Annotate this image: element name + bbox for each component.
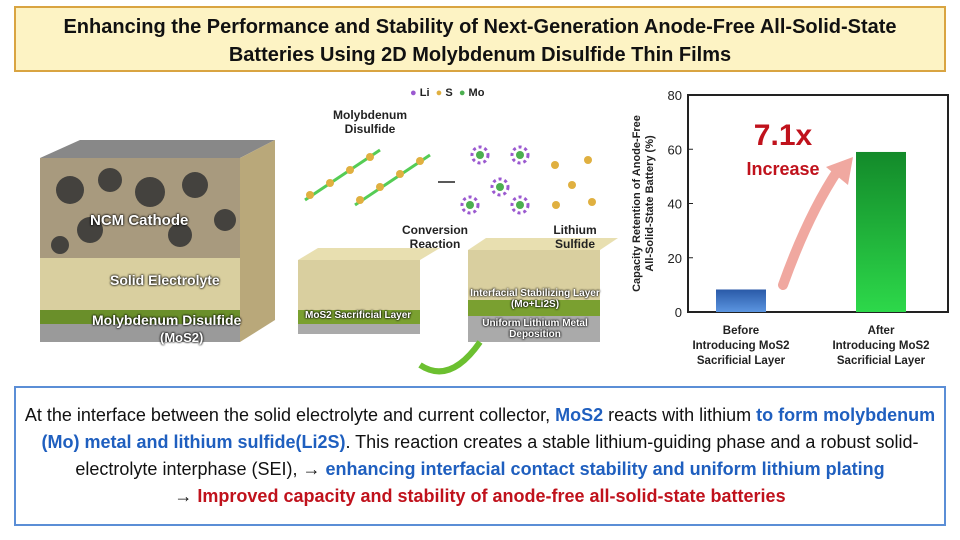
desc-text: . This reaction creates a stable lithium… xyxy=(75,432,919,479)
x-tick-label: After Introducing MoS2 Sacrificial Layer xyxy=(832,325,929,367)
increase-arrowhead xyxy=(826,157,853,185)
y-tick-label: 60 xyxy=(668,142,682,157)
sacrificial-label: MoS2 Sacrificial Layer xyxy=(305,310,412,321)
mos2-label: Molybdenum Disulfide xyxy=(333,108,407,136)
mos2-formula: (MoS2) xyxy=(160,330,204,345)
y-tick-label: 20 xyxy=(668,251,682,266)
desc-arrow: → xyxy=(174,486,198,506)
title-line-2: Batteries Using 2D Molybdenum Disulfide … xyxy=(228,44,732,66)
page-title: Enhancing the Performance and Stability … xyxy=(14,6,946,72)
li2s-label: Lithium Sulfide xyxy=(553,223,597,251)
desc-highlight-2: enhancing interfacial contact stability … xyxy=(325,459,885,479)
y-tick-label: 0 xyxy=(675,305,682,320)
illustration: ● Li ● S ● Mo Molybdenum Disulfide Conve… xyxy=(0,80,620,380)
cell-side xyxy=(240,140,275,342)
stabilizing-label: Interfacial Stabilizing Layer (Mo+Li2S) xyxy=(470,288,600,310)
mos2-cell-label: Molybdenum Disulfide xyxy=(92,312,242,328)
bar-chart: 0 20 40 60 80 Capacity Retention of Anode-Fre… xyxy=(620,85,960,380)
title-line-1: Enhancing the Performance and Stability … xyxy=(63,16,897,38)
atom-legend: ● Li ● S ● Mo xyxy=(410,87,485,99)
collector-layer xyxy=(40,324,240,342)
increase-arrow xyxy=(778,165,843,290)
transition-arrow xyxy=(418,340,483,375)
battery-illustration xyxy=(40,140,618,375)
y-axis-label: Capacity Retention of Anode-FreeAll-Soli… xyxy=(631,115,656,292)
mos2-layer xyxy=(40,310,240,324)
description-box: At the interface between the solid elect… xyxy=(14,386,946,526)
desc-text: At the interface between the solid elect… xyxy=(24,405,556,425)
y-tick-label: 80 xyxy=(668,88,682,103)
cathode-layer xyxy=(40,158,240,258)
chart-svg: 0 20 40 60 80 Capacity Retention of Anode-Fre… xyxy=(631,88,949,367)
cell-top xyxy=(40,140,275,158)
conversion-label: Conversion Reaction xyxy=(401,223,468,251)
block-2 xyxy=(468,250,600,300)
y-tick-label: 40 xyxy=(668,197,682,212)
block-1 xyxy=(298,260,420,310)
annotation-value: 7.1x xyxy=(754,119,813,152)
bar-before xyxy=(716,289,766,312)
desc-mos2: MoS2 xyxy=(555,405,604,425)
electrolyte-label: Solid Electrolyte xyxy=(110,272,220,288)
electrolyte-layer xyxy=(40,258,240,310)
desc-text: reacts with lithium xyxy=(603,405,757,425)
desc-highlight-1: to form molybdenum (Mo) metal and lithiu… xyxy=(41,405,936,452)
annotation-text: Increase xyxy=(746,159,819,179)
bar-after xyxy=(856,151,906,312)
desc-conclusion: Improved capacity and stability of anode… xyxy=(197,486,786,506)
deposition-label: Uniform Lithium Metal Deposition xyxy=(482,318,588,340)
x-tick-label: Before Introducing MoS2 Sacrificial Layer xyxy=(692,325,789,367)
cathode-label: NCM Cathode xyxy=(90,212,189,229)
